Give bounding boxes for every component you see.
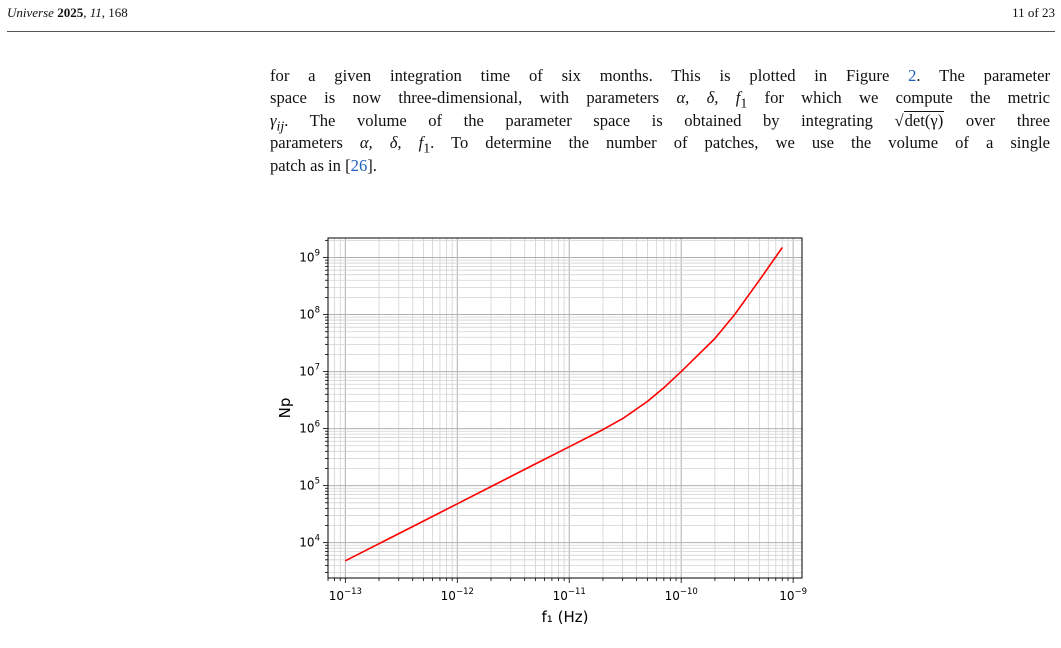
page-header: Universe 2025, 11, 168 11 of 23 bbox=[7, 5, 1055, 25]
text-run: for a given integration time of six mont… bbox=[270, 66, 909, 85]
y-tick-label: 108 bbox=[299, 306, 320, 322]
math-subscript: 1 bbox=[423, 140, 431, 156]
figure-2: 10−13 10−12 10−11 10−10 10−9 104 105 106 107 108 1… bbox=[272, 232, 832, 632]
x-axis-label: f₁ (Hz) bbox=[542, 608, 589, 626]
y-tick-label: 107 bbox=[299, 363, 320, 379]
y-axis-label: Np bbox=[276, 398, 294, 419]
x-tick-label: 10−10 bbox=[665, 587, 698, 603]
article-number: 168 bbox=[108, 5, 128, 20]
math-params: α, δ, f bbox=[359, 133, 424, 153]
paragraph-line-5: patch as in [26]. bbox=[270, 155, 1050, 177]
text-run: ]. bbox=[367, 155, 377, 175]
journal-citation: Universe 2025, 11, 168 bbox=[7, 5, 128, 20]
text-run: . To determine the number of patches, we… bbox=[430, 133, 1050, 153]
header-rule bbox=[7, 31, 1055, 32]
y-tick-label: 109 bbox=[299, 249, 320, 265]
journal-volume: 11 bbox=[89, 5, 102, 20]
text-run: for which we compute the metric bbox=[747, 88, 1051, 108]
math-subscript: ij bbox=[276, 118, 285, 134]
paragraph-line-4: parameters α, δ, f1. To determine the nu… bbox=[270, 132, 1050, 156]
x-tick-label: 10−12 bbox=[441, 587, 474, 603]
text-run: patch as in [ bbox=[270, 155, 351, 175]
series bbox=[344, 247, 783, 562]
journal-name: Universe bbox=[7, 5, 54, 20]
text-run: . The volume of the parameter space is o… bbox=[284, 110, 895, 130]
text-run: . The parameter bbox=[916, 66, 1050, 85]
citation-link[interactable]: 26 bbox=[350, 155, 368, 175]
math-subscript: 1 bbox=[740, 95, 748, 111]
y-tick-label: 104 bbox=[299, 534, 320, 550]
text-run: over three bbox=[944, 110, 1050, 130]
metric-symbol: γ bbox=[270, 110, 277, 130]
paragraph-line-3: γij. The volume of the parameter space i… bbox=[270, 110, 1050, 134]
journal-year: 2025 bbox=[57, 5, 84, 20]
axes-frame bbox=[327, 237, 803, 579]
series-line bbox=[344, 247, 783, 562]
y-tick-label: 106 bbox=[299, 420, 320, 436]
sqrt-sign: √ bbox=[894, 110, 904, 130]
text-run: space is now three-dimensional, with par… bbox=[270, 88, 677, 108]
x-tick-label: 10−9 bbox=[779, 587, 807, 603]
sqrt-argument: det(γ) bbox=[903, 110, 945, 130]
figure-link[interactable]: 2 bbox=[908, 66, 917, 85]
math-params: α, δ, f bbox=[676, 88, 741, 108]
grid bbox=[327, 238, 802, 578]
x-tick-label: 10−11 bbox=[553, 587, 586, 603]
body-paragraph: for a given integration time of six mont… bbox=[270, 65, 1050, 177]
x-tick-label: 10−13 bbox=[329, 587, 362, 603]
page-number: 11 of 23 bbox=[1012, 5, 1055, 20]
ticks: 10−13 10−12 10−11 10−10 10−9 104 105 106 107 108 1… bbox=[299, 239, 807, 603]
np-vs-f1-chart: 10−13 10−12 10−11 10−10 10−9 104 105 106 107 108 1… bbox=[276, 237, 807, 626]
y-tick-label: 105 bbox=[299, 477, 320, 493]
paragraph-line-1: for a given integration time of six mont… bbox=[270, 65, 1050, 87]
paragraph-line-2: space is now three-dimensional, with par… bbox=[270, 87, 1051, 111]
text-run: parameters bbox=[270, 133, 360, 153]
